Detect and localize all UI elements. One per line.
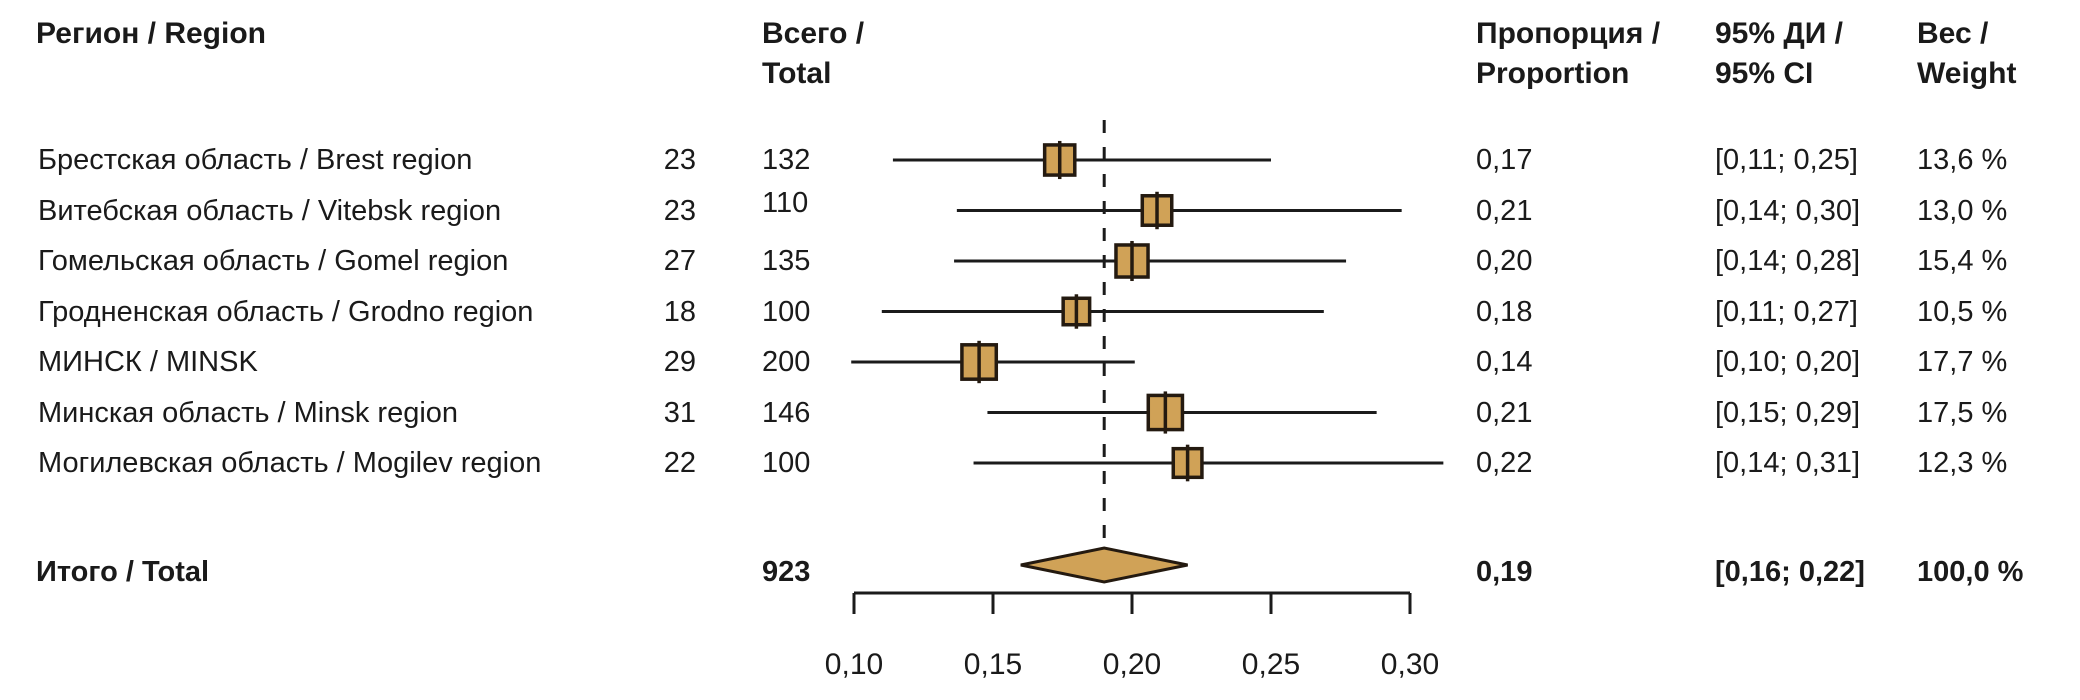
row-label: Минская область / Minsk region (38, 397, 459, 429)
row-weight: 12,3 % (1917, 447, 2008, 479)
column-header-weight-line2: Weight (1917, 57, 2017, 90)
row-ci: [0,14; 0,28] (1715, 245, 1861, 277)
row-weight: 17,5 % (1917, 397, 2008, 429)
total-row-ci: [0,16; 0,22] (1715, 556, 1865, 588)
column-header-proportion-line2: Proportion (1476, 57, 1630, 90)
column-header-total: Всего / Total (762, 14, 864, 94)
row-total: 146 (762, 397, 811, 429)
row-proportion: 0,20 (1476, 245, 1533, 277)
column-header-ci-line2: 95% CI (1715, 57, 1814, 90)
column-header-ci-line1: 95% ДИ / (1715, 17, 1843, 50)
row-proportion: 0,21 (1476, 195, 1533, 227)
x-axis-tick-label: 0,20 (1102, 648, 1162, 681)
row-ci: [0,14; 0,30] (1715, 195, 1861, 227)
row-proportion: 0,22 (1476, 447, 1533, 479)
row-weight: 13,0 % (1917, 195, 2008, 227)
row-weight: 13,6 % (1917, 144, 2008, 176)
total-row-total: 923 (762, 556, 811, 588)
row-label: МИНСК / MINSK (38, 346, 258, 378)
row-events: 23 (663, 144, 696, 176)
row-total: 132 (762, 144, 811, 176)
row-events: 18 (663, 296, 696, 328)
column-header-total-line2: Total (762, 57, 832, 90)
column-header-ci: 95% ДИ / 95% CI (1715, 14, 1843, 94)
row-total: 110 (762, 187, 809, 219)
total-row-label: Итого / Total (36, 556, 210, 588)
row-ci: [0,11; 0,27] (1715, 296, 1858, 328)
x-axis-tick-label: 0,25 (1241, 648, 1301, 681)
x-axis-tick-label: 0,10 (824, 648, 884, 681)
row-label: Витебская область / Vitebsk region (38, 195, 502, 227)
row-label: Брестская область / Brest region (38, 144, 473, 176)
row-total: 100 (762, 296, 811, 328)
column-header-proportion: Пропорция / Proportion (1476, 14, 1660, 94)
row-proportion: 0,21 (1476, 397, 1533, 429)
column-header-weight-line1: Вес / (1917, 17, 1989, 50)
row-ci: [0,10; 0,20] (1715, 346, 1861, 378)
pooled-diamond (1020, 546, 1188, 584)
total-row-weight: 100,0 % (1917, 556, 2024, 588)
row-ci: [0,15; 0,29] (1715, 397, 1861, 429)
row-label: Гродненская область / Grodno region (38, 296, 534, 328)
row-events: 29 (663, 346, 696, 378)
column-header-proportion-line1: Пропорция / (1476, 17, 1661, 50)
column-header-region: Регион / Region (36, 17, 266, 50)
row-proportion: 0,14 (1476, 346, 1533, 378)
row-ci: [0,11; 0,25] (1715, 144, 1858, 176)
row-proportion: 0,18 (1476, 296, 1533, 328)
row-label: Могилевская область / Mogilev region (38, 447, 542, 479)
row-total: 135 (762, 245, 811, 277)
row-events: 23 (663, 195, 696, 227)
row-label: Гомельская область / Gomel region (38, 245, 509, 277)
row-ci: [0,14; 0,31] (1715, 447, 1861, 479)
row-proportion: 0,17 (1476, 144, 1533, 176)
row-weight: 15,4 % (1917, 245, 2008, 277)
row-weight: 17,7 % (1917, 346, 2008, 378)
row-total: 200 (762, 346, 811, 378)
x-axis-tick-label: 0,15 (963, 648, 1023, 681)
total-row-proportion: 0,19 (1476, 556, 1533, 588)
row-events: 22 (663, 447, 696, 479)
column-header-weight: Вес / Weight (1917, 14, 2016, 94)
row-events: 31 (663, 397, 696, 429)
x-axis-tick-label: 0,30 (1380, 648, 1440, 681)
row-events: 27 (663, 245, 696, 277)
row-total: 100 (762, 447, 811, 479)
row-weight: 10,5 % (1917, 296, 2008, 328)
column-header-total-line1: Всего / (762, 17, 865, 50)
